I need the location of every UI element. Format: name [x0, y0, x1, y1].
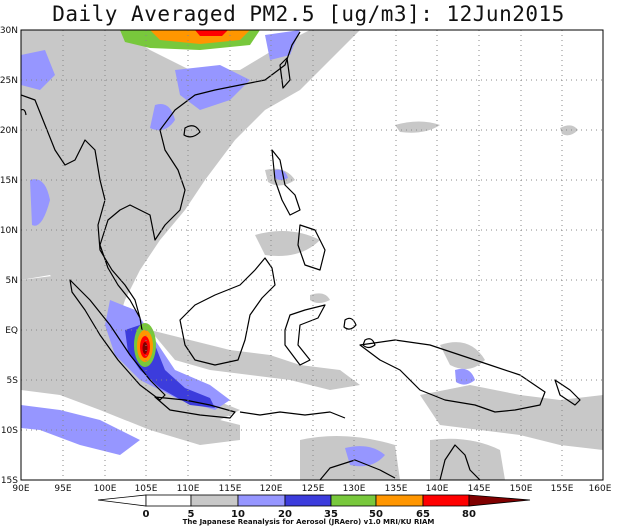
colorbar-label: 35	[324, 509, 338, 520]
concentration-field	[21, 30, 603, 480]
pm25-region-lightblue	[150, 104, 175, 131]
lon-label: 120E	[260, 484, 283, 494]
colorbar-segment	[284, 494, 332, 507]
colorbar: 0 5 10 20 35 50 65 80	[97, 494, 531, 520]
coastline-philippines	[271, 149, 326, 271]
coastline-lesser-sunda	[239, 411, 346, 419]
coastline-mainland-asia	[21, 31, 301, 331]
colorbar-label: 20	[278, 509, 292, 520]
map-title: Daily Averaged PM2.5 [ug/m3]: 12Jun2015	[52, 2, 565, 26]
colorbar-segment	[375, 494, 424, 507]
lon-label: 125E	[302, 484, 325, 494]
pm25-region-gray	[150, 330, 360, 390]
pm25-region-lightblue	[265, 30, 300, 60]
pm25-region-lightblue	[21, 405, 140, 455]
colorbar-segment	[145, 494, 192, 507]
lon-label: 90E	[12, 484, 29, 494]
colorbar-label: 10	[231, 509, 245, 520]
lat-label: 20N	[0, 126, 18, 136]
pm25-region-gray	[420, 385, 603, 450]
lat-label: 15N	[0, 176, 18, 186]
coastline-borneo	[179, 257, 276, 366]
lon-label: 145E	[468, 484, 491, 494]
pm25-region-lightblue	[455, 368, 475, 385]
lon-label: 155E	[551, 484, 574, 494]
map-frame	[20, 29, 604, 481]
colorbar-arrow-low	[97, 494, 147, 507]
colorbar-label: 5	[188, 509, 195, 520]
colorbar-segment	[422, 494, 470, 507]
lon-label: 140E	[426, 484, 449, 494]
lat-label: 5N	[6, 276, 18, 286]
pm25-region-lightblue	[275, 169, 288, 180]
pm25-region-red	[195, 30, 228, 36]
coastlines	[21, 31, 581, 480]
coastline-solomons	[554, 379, 581, 406]
lon-label: 110E	[177, 484, 200, 494]
colorbar-segment	[190, 494, 239, 507]
pm25-region-gray	[560, 125, 578, 136]
colorbar-segment	[237, 494, 286, 507]
colorbar-segment	[330, 494, 377, 507]
coastline-maluku	[343, 317, 376, 349]
lon-label: 160E	[589, 484, 612, 494]
colorbar-label: 65	[416, 509, 430, 520]
coastline-sulawesi	[284, 304, 326, 366]
colorbar-arrow-high	[468, 494, 531, 507]
coastline-sri-lanka-region	[21, 108, 27, 116]
lat-label: 10S	[1, 426, 18, 436]
pm25-region-gray	[430, 438, 505, 480]
coastline-new-guinea	[359, 339, 546, 413]
pm25-region-gray	[310, 293, 330, 303]
lat-label: 25N	[0, 76, 18, 86]
lon-label: 135E	[385, 484, 408, 494]
longitude-labels: 90E 95E 100E 105E 110E 115E 120E 125E 13…	[12, 484, 611, 494]
lat-label: 10N	[0, 226, 18, 236]
lon-label: 130E	[343, 484, 366, 494]
pm25-region-orange	[150, 30, 250, 44]
coastline-java	[154, 396, 236, 419]
colorbar-label: 80	[462, 509, 476, 520]
graticule	[21, 30, 603, 480]
latitude-labels: 30N 25N 20N 15N 10N 5N EQ 5S 10S 15S	[0, 26, 18, 486]
pm25-region-lightblue	[175, 65, 250, 110]
lon-label: 105E	[135, 484, 158, 494]
colorbar-label: 0	[143, 509, 150, 520]
lat-label: 30N	[0, 26, 18, 36]
data-source-credit: The Japanese Reanalysis for Aerosol (JRA…	[182, 518, 435, 526]
pm25-region-gray	[255, 231, 320, 256]
lon-label: 115E	[219, 484, 242, 494]
pm25-region-lightblue	[345, 446, 385, 467]
lat-label: 5S	[7, 376, 19, 386]
lon-label: 95E	[54, 484, 71, 494]
lat-label: 15S	[1, 476, 18, 486]
pm25-region-lightblue	[30, 179, 50, 226]
lon-label: 100E	[94, 484, 117, 494]
colorbar-label: 50	[369, 509, 383, 520]
pm25-region-gray	[21, 275, 240, 445]
pm25-hotspot-darkred	[142, 342, 148, 354]
coastline-australia	[319, 444, 481, 480]
lon-label: 150E	[510, 484, 533, 494]
lat-label: EQ	[5, 326, 18, 336]
coastline-sumatra	[69, 279, 166, 401]
coastline-hainan	[183, 125, 201, 138]
